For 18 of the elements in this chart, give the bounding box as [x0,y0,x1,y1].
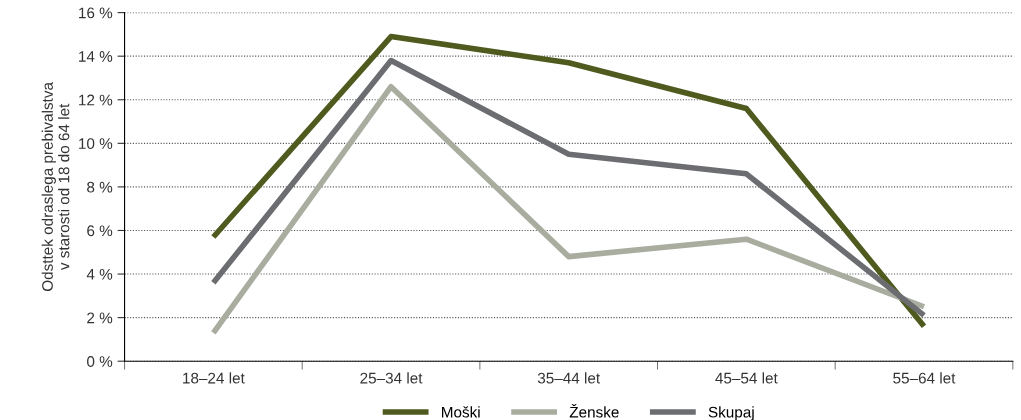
x-tick-label: 45–54 let [715,372,778,384]
legend-label: Moški [442,406,480,418]
y-tick-label: 8 % [87,181,113,193]
y-tick-label: 16 % [79,7,113,19]
y-tick-label: 6 % [87,225,113,237]
y-tick-label: 2 % [87,312,113,324]
x-tick-label: 55–64 let [893,372,956,384]
x-tick-label: 35–44 let [537,372,601,384]
y-tick-label: 0 % [87,356,113,367]
y-tick-label: 14 % [79,51,113,62]
legend-label: Ženske [569,404,619,418]
x-tick-label: 18–24 let [183,372,245,384]
y-tick-label: 4 % [86,268,113,280]
y-axis-title: Odsttek odraslega prebivalstva v starosti od 18 do 64 let [41,82,70,292]
y-tick-label: 12 % [79,94,113,106]
x-tick-label: 25–34 let [360,372,423,384]
legend-label: Skupaj [708,406,754,420]
y-tick-label: 10 % [79,138,113,150]
